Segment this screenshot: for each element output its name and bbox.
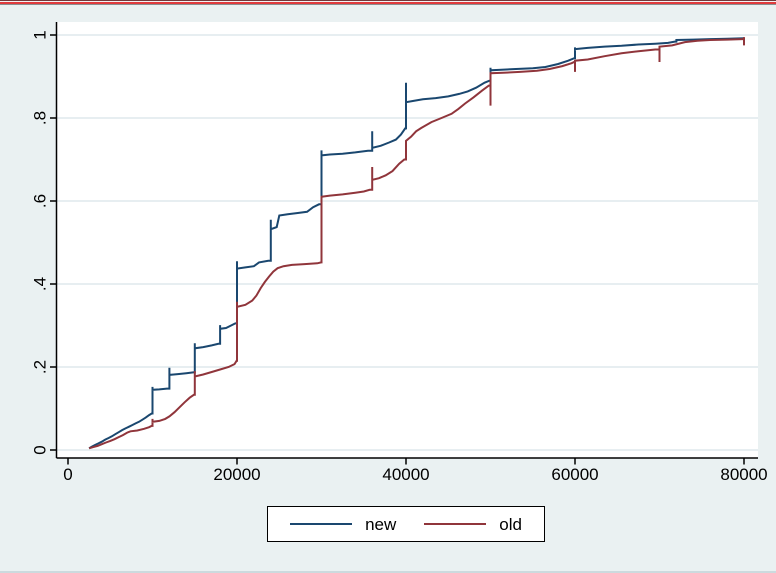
legend-line-sample-old	[424, 523, 487, 525]
y-tick-label-04: .4	[30, 276, 50, 292]
top-border	[0, 0, 776, 5]
x-tick-label-60000: 60000	[551, 465, 599, 484]
x-tick-label-20000: 20000	[213, 465, 261, 484]
legend-entry-old: old	[424, 516, 522, 533]
x-tick-label-80000: 80000	[720, 465, 768, 484]
y-tick-label-0: 0	[30, 445, 50, 455]
top-border-stripe	[0, 4, 776, 5]
x-tick-label-0: 0	[63, 465, 73, 484]
top-border-stripe	[0, 0, 776, 1]
legend-label-old: old	[499, 514, 522, 534]
legend: new old	[267, 506, 545, 542]
y-tick-label-02: .2	[30, 359, 50, 375]
y-tick-label-08: .8	[30, 110, 50, 126]
legend-line-sample-new	[290, 523, 353, 525]
top-border-stripe	[0, 2, 776, 4]
legend-label-new: new	[365, 514, 397, 534]
x-tick-label-40000: 40000	[382, 465, 430, 484]
y-tick-label-06: .6	[30, 193, 50, 209]
top-border-stripe	[0, 1, 776, 2]
y-tick-label-1: 1	[30, 30, 50, 40]
legend-entry-new: new	[290, 516, 396, 533]
